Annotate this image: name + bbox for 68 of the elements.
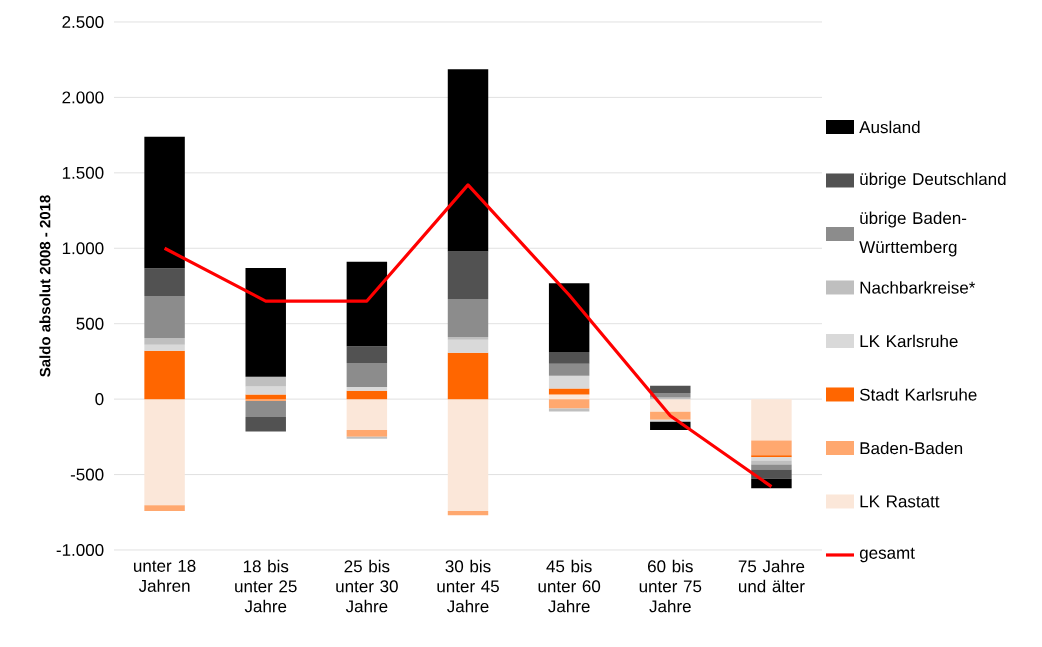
bar [751,464,792,470]
y-tick-label: 2.500 [62,15,104,29]
x-tick-label: 25 bis unter 30 Jahre [336,559,398,613]
bar [548,363,590,376]
bar [447,352,489,400]
y-axis-title: Saldo absolut 2008 - 2018 [39,195,51,377]
bar [245,400,286,417]
legend-label: LK Karlsruhe [860,334,958,348]
bar [447,339,489,353]
x-tick-label: unter 18 Jahren [134,559,196,592]
bar [548,408,590,412]
y-tick-label: 1.500 [62,166,104,179]
y-tick-label: -1.000 [56,543,104,557]
bar [447,336,489,340]
bar [144,399,185,506]
bar [447,251,489,300]
bar [548,283,590,352]
bar [144,136,185,269]
bar [346,363,388,387]
legend-label: übrige Deutschland [860,172,1006,189]
legend-label: Stadt Karlsruhe [859,388,977,401]
y-tick-label: -500 [70,468,104,481]
bar [346,261,388,347]
bar [144,337,185,345]
bar [245,267,286,377]
x-tick-label: 75 Jahre und älter [738,559,805,593]
bar [751,399,792,441]
legend-label: gesamt [859,547,915,563]
line-series [162,183,774,489]
bar [447,399,489,511]
bar [346,430,388,437]
bar [447,69,489,252]
bar [144,296,185,338]
bar [447,510,489,516]
legend-label: Baden-Baden [860,441,963,455]
y-tick-label: 2.000 [62,91,104,104]
bar [245,394,286,400]
bar [245,416,286,432]
bar [144,350,185,400]
bar [548,388,590,395]
x-tick-label: 30 bis unter 45 Jahre [437,559,499,613]
bar [548,351,590,364]
bar [751,440,792,456]
bar [144,344,185,351]
legend-label: LK Rastatt [860,495,940,508]
y-tick-label: 1.000 [62,242,104,255]
bar [346,390,388,400]
bar [346,386,388,391]
bar [548,399,590,409]
legend-label: Ausland [859,120,920,134]
legend-label: übrige Baden-Württemberg [859,211,967,257]
bar [548,394,590,400]
legend-label: Nachbarkreise* [860,281,976,294]
bar [447,299,489,337]
bar [144,505,185,511]
y-tick-label: 0 [95,393,104,406]
bar [144,268,185,297]
y-tick-label: 500 [76,317,104,330]
bar [346,346,388,364]
bar [751,469,792,479]
bar [245,376,286,387]
bar [346,399,388,431]
bar [650,385,691,394]
x-tick-label: 45 bis unter 60 Jahre [538,559,601,613]
bar [245,386,286,395]
x-tick-label: 60 bis unter 75 Jahre [639,559,702,613]
bar [548,375,590,389]
x-tick-label: 18 bis unter 25 Jahre [235,559,297,613]
